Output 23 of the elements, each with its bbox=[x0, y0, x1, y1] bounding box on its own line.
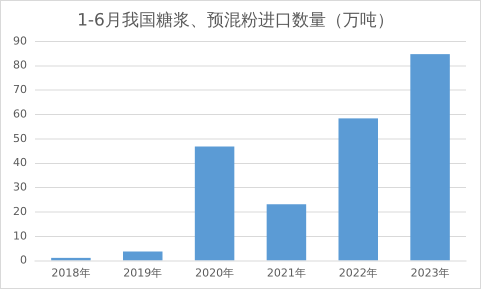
y-tick-label: 10 bbox=[12, 229, 27, 242]
y-tick-label: 90 bbox=[12, 34, 27, 48]
y-tick-label: 20 bbox=[12, 204, 27, 218]
y-tick-label: 60 bbox=[12, 107, 27, 120]
x-tick-label: 2020年 bbox=[195, 266, 234, 280]
bar bbox=[194, 146, 234, 260]
y-tick-label: 70 bbox=[12, 83, 27, 96]
x-tick-label: 2018年 bbox=[51, 266, 90, 280]
bar bbox=[266, 204, 306, 260]
y-tick-label: 80 bbox=[12, 58, 27, 72]
bar bbox=[410, 54, 450, 260]
x-tick-label: 2023年 bbox=[410, 266, 450, 280]
x-tick-label: 2021年 bbox=[266, 266, 306, 280]
y-tick-label: 30 bbox=[12, 180, 27, 194]
y-tick-label: 50 bbox=[12, 132, 27, 145]
y-tick-label: 40 bbox=[12, 156, 27, 170]
y-tick-label: 0 bbox=[20, 254, 27, 267]
x-tick-label: 2022年 bbox=[338, 266, 378, 280]
chart-title: 1-6月我国糖浆、预混粉进口数量（万吨） bbox=[77, 10, 394, 31]
x-tick-label: 2019年 bbox=[123, 266, 162, 280]
bar bbox=[122, 252, 162, 260]
bar bbox=[51, 258, 91, 260]
bar bbox=[338, 118, 378, 260]
